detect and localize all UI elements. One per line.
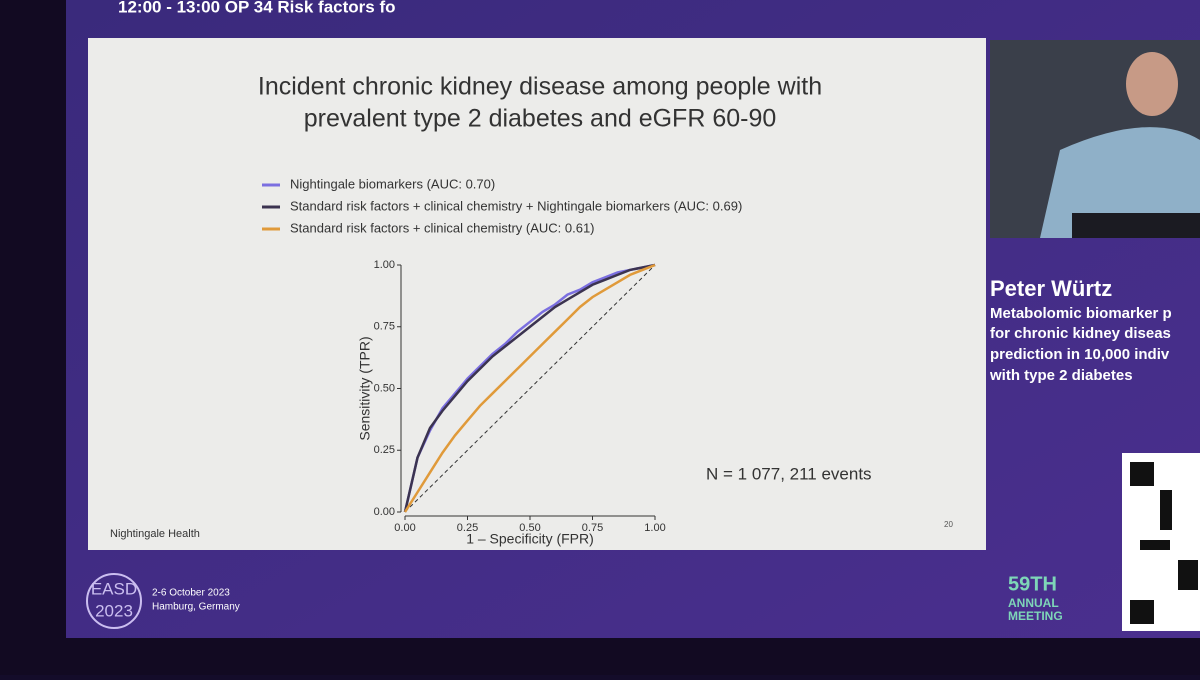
slide-title: prevalent type 2 diabetes and eGFR 60-90 [304, 105, 777, 133]
roc-chart: 0.00 0.25 0.50 0.75 1.00 0.00 0.25 0.50 0.75 1.00… [262, 176, 742, 547]
y-tick-label: 0.25 [374, 444, 395, 456]
legend-label: Standard risk factors + clinical chemist… [290, 198, 742, 213]
legend-label: Nightingale biomarkers (AUC: 0.70) [290, 176, 495, 191]
talk-title: with type 2 diabetes [989, 367, 1133, 384]
meeting: MEETING [1008, 609, 1063, 623]
x-tick-label: 0.75 [582, 522, 603, 534]
roc-curve [403, 263, 656, 513]
roc-curve [403, 263, 656, 513]
y-tick-label: 0.50 [374, 382, 395, 394]
brand: Nightingale Health [110, 528, 200, 540]
x-tick-label: 0.50 [519, 522, 540, 534]
y-axis-label: Sensitivity (TPR) [357, 336, 373, 440]
talk-title: for chronic kidney diseas [990, 325, 1171, 342]
edition: 59TH [1008, 573, 1057, 595]
x-tick-label: 0.25 [457, 522, 478, 534]
logo-text: EASD [91, 579, 137, 598]
easd-logo [86, 573, 142, 629]
meeting: ANNUAL [1008, 596, 1059, 610]
logo-text: 2023 [95, 601, 133, 620]
speaker-head [1126, 52, 1178, 116]
slide-title: Incident chronic kidney disease among pe… [258, 73, 822, 101]
legend-label: Standard risk factors + clinical chemist… [290, 220, 595, 235]
y-tick-label: 0.75 [374, 321, 395, 333]
talk-title: prediction in 10,000 indiv [990, 346, 1170, 363]
event-dates: 2-6 October 2023 [152, 588, 230, 599]
x-axis-label: 1 – Specificity (FPR) [466, 531, 594, 547]
x-tick-label: 0.00 [394, 522, 415, 534]
lectern [1072, 213, 1200, 238]
qr-pattern [1130, 462, 1198, 624]
y-tick-label: 0.00 [374, 506, 395, 518]
page-number: 20 [944, 520, 953, 529]
y-tick-label: 1.00 [374, 259, 395, 271]
talk-title: Metabolomic biomarker p [990, 305, 1172, 322]
slide [88, 38, 986, 550]
chance-line [404, 264, 656, 513]
session-title: 12:00 - 13:00 OP 34 Risk factors fo [118, 0, 396, 16]
x-tick-label: 1.00 [644, 522, 665, 534]
sample-size: N = 1 077, 211 events [706, 464, 872, 483]
event-place: Hamburg, Germany [152, 602, 240, 613]
speaker-name: Peter Würtz [990, 276, 1112, 301]
roc-curve [403, 263, 656, 513]
speaker-body [1040, 127, 1200, 238]
